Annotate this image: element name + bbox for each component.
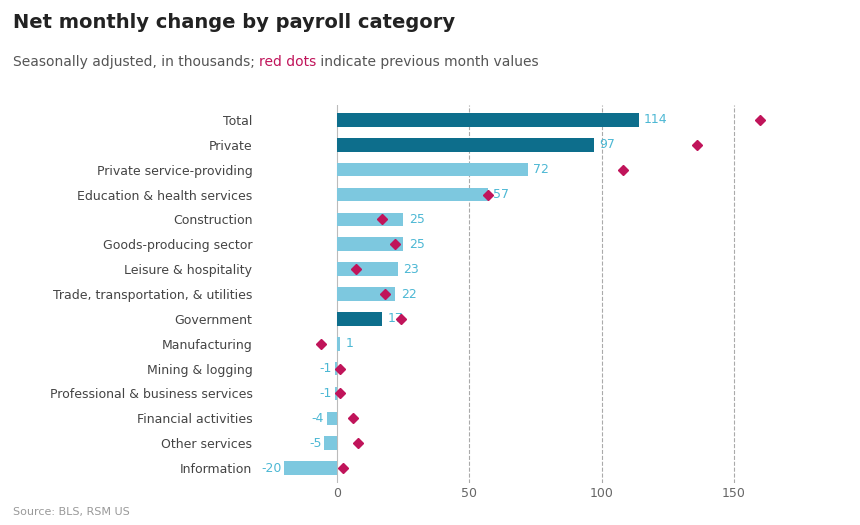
Text: 25: 25 — [408, 213, 425, 226]
Text: Seasonally adjusted, in thousands;: Seasonally adjusted, in thousands; — [13, 55, 259, 69]
Text: 23: 23 — [403, 262, 419, 276]
Text: 72: 72 — [533, 163, 549, 176]
Text: 17: 17 — [388, 312, 403, 326]
Text: 57: 57 — [494, 188, 509, 201]
Text: -20: -20 — [261, 461, 282, 475]
Bar — [337, 138, 593, 152]
Text: 22: 22 — [401, 288, 416, 300]
Bar — [335, 386, 337, 401]
Text: -4: -4 — [311, 412, 324, 425]
Text: -1: -1 — [320, 362, 332, 375]
Text: Source: BLS, RSM US: Source: BLS, RSM US — [13, 507, 130, 517]
Bar — [337, 337, 340, 351]
Text: 25: 25 — [408, 238, 425, 251]
Text: 1: 1 — [345, 337, 353, 350]
Bar — [337, 213, 403, 226]
Text: Net monthly change by payroll category: Net monthly change by payroll category — [13, 13, 455, 32]
Bar — [337, 312, 382, 326]
Bar — [324, 436, 337, 450]
Bar — [337, 163, 527, 176]
Bar — [337, 188, 488, 202]
Bar — [337, 113, 639, 127]
Text: 97: 97 — [599, 138, 615, 151]
Text: -1: -1 — [320, 387, 332, 400]
Text: indicate previous month values: indicate previous month values — [316, 55, 539, 69]
Text: -5: -5 — [309, 437, 322, 450]
Bar — [337, 287, 396, 301]
Bar — [335, 362, 337, 375]
Bar — [337, 237, 403, 251]
Bar — [285, 461, 337, 475]
Text: red dots: red dots — [259, 55, 316, 69]
Text: 114: 114 — [644, 113, 667, 127]
Bar — [327, 412, 337, 425]
Bar — [337, 262, 398, 276]
